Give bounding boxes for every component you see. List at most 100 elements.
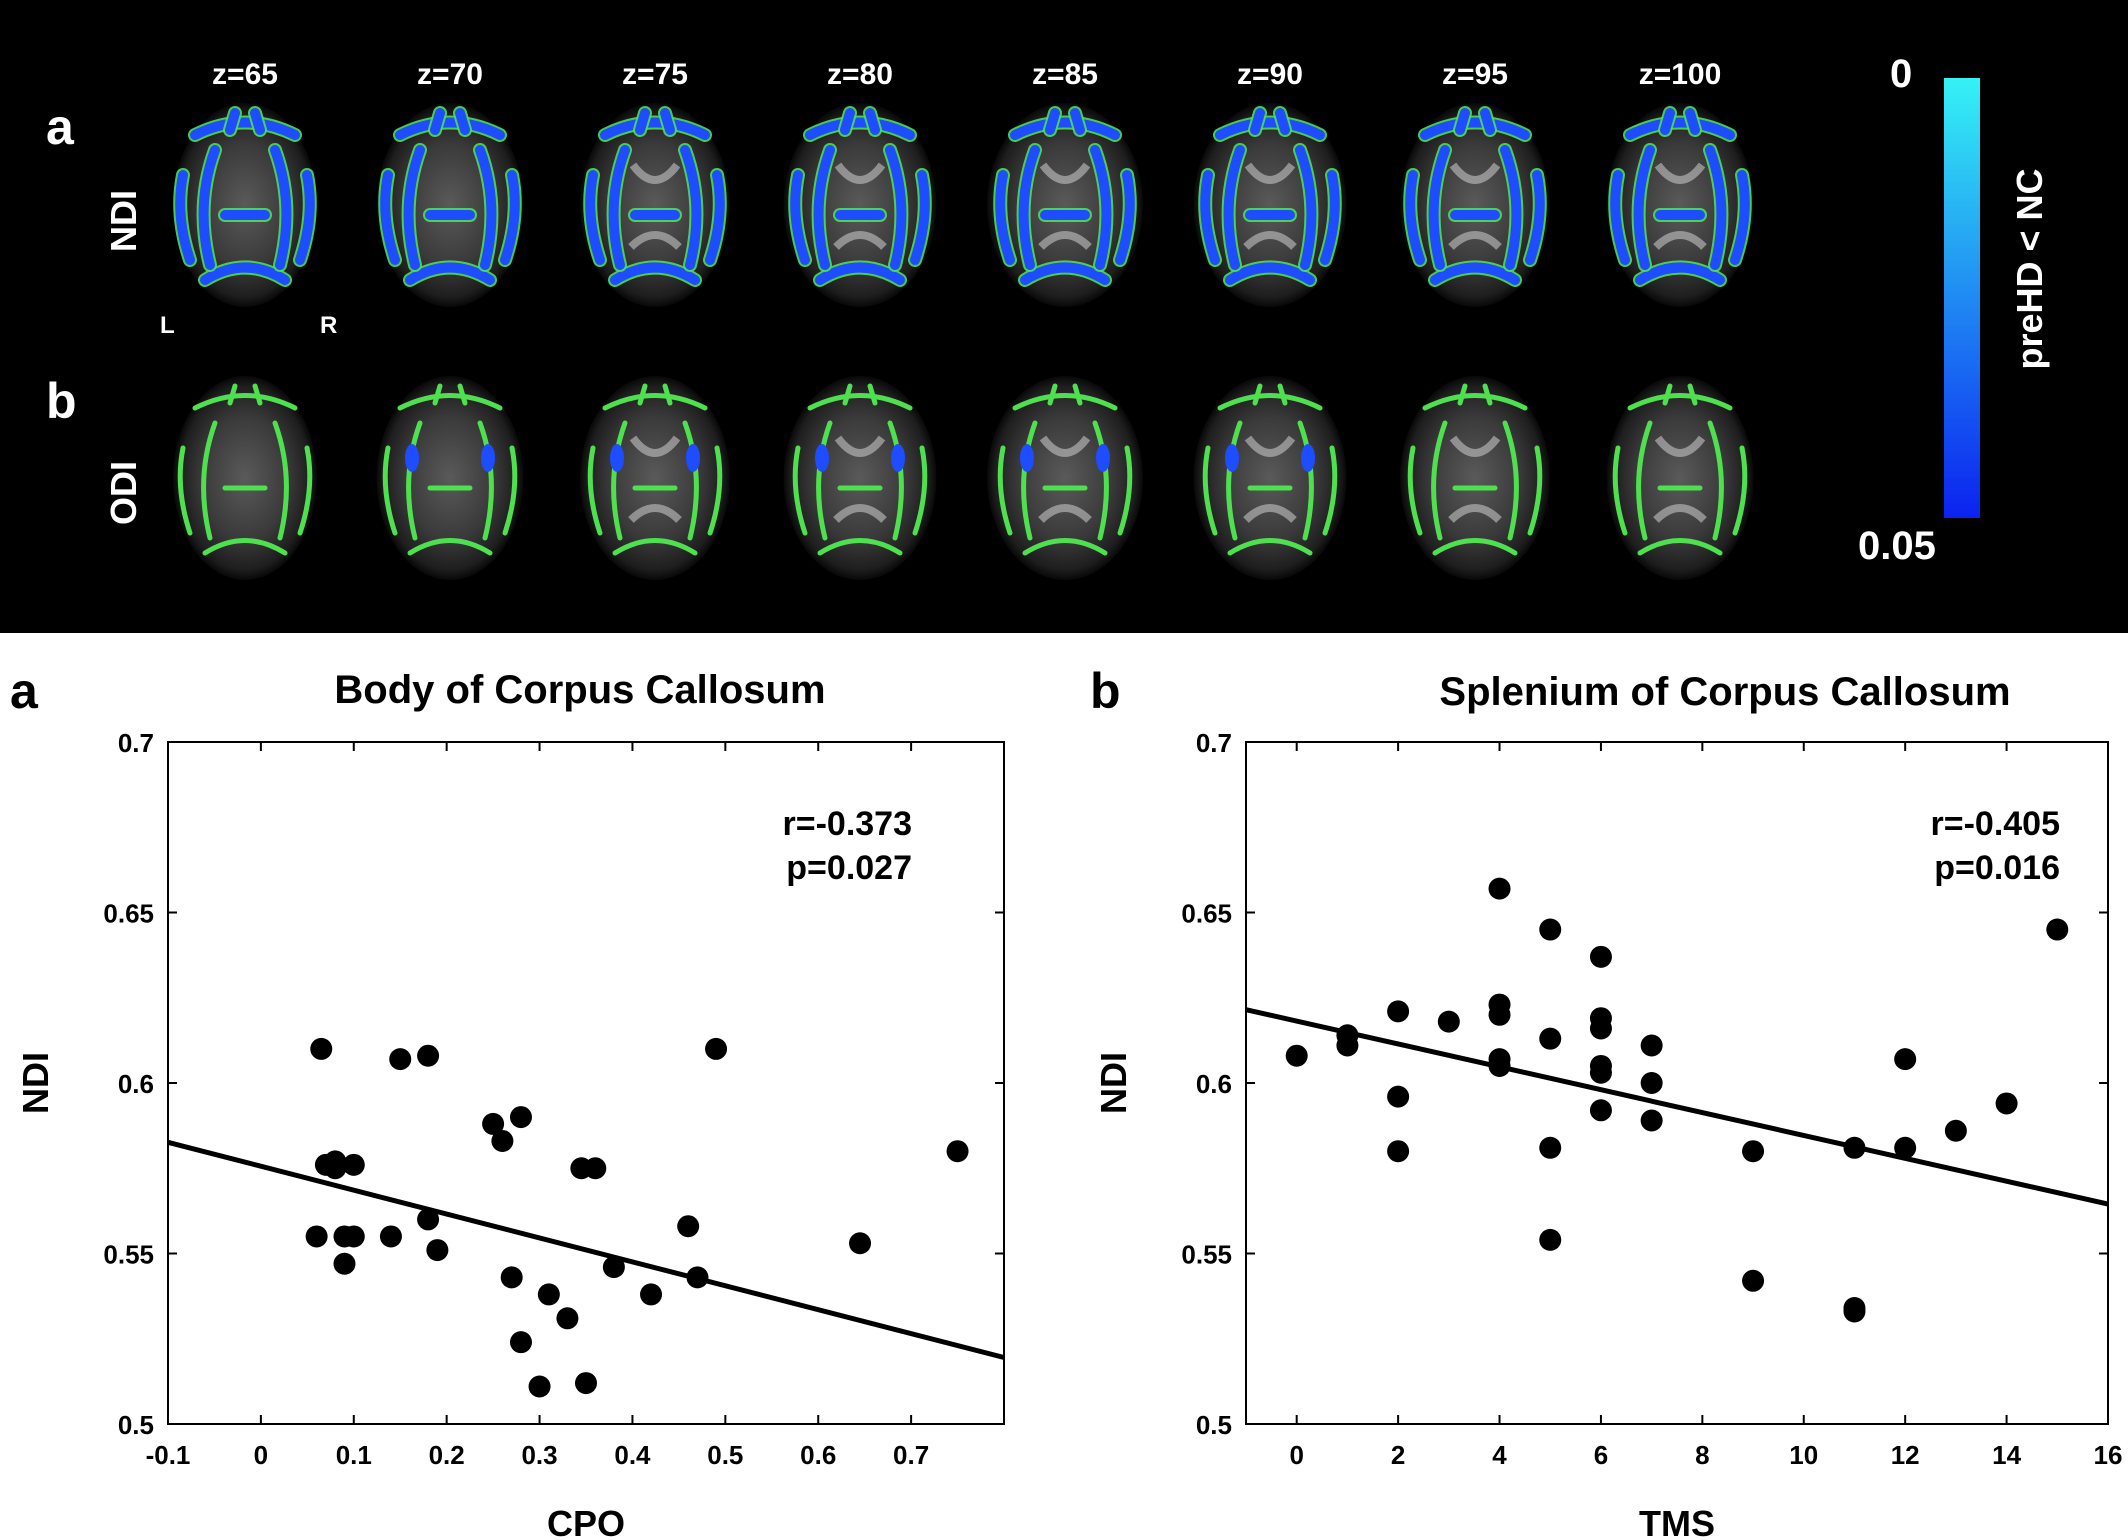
data-point: [946, 1140, 969, 1163]
data-point: [389, 1048, 412, 1071]
tract: [225, 108, 240, 135]
plot-frame: [1245, 741, 2109, 1425]
tract: [430, 108, 445, 135]
data-point: [686, 1266, 709, 1289]
data-point: [1843, 1136, 1866, 1159]
tract: [637, 383, 648, 406]
brain-outline: [987, 376, 1143, 580]
data-point: [602, 1256, 625, 1279]
data-point: [324, 1150, 347, 1173]
data-point: [1488, 877, 1511, 900]
x-tick-label: 0.1: [336, 1440, 372, 1470]
data-point: [500, 1266, 523, 1289]
tract: [1405, 170, 1425, 265]
data-point: [1589, 1061, 1612, 1084]
y-tick-label: 0.6: [1196, 1069, 1232, 1099]
tract: [608, 145, 630, 270]
tract: [201, 420, 218, 541]
tract: [1610, 170, 1630, 265]
tract: [1020, 262, 1110, 285]
stats-label: p=0.016: [1934, 849, 2060, 887]
tract: [1275, 108, 1290, 135]
data-point: [417, 1044, 440, 1067]
data-point: [379, 1225, 402, 1248]
tract: [1047, 383, 1058, 406]
plot-b-title: Splenium of Corpus Callosum: [1439, 670, 2011, 714]
y-axis-label: NDI: [1093, 1052, 1134, 1114]
tract: [682, 420, 699, 541]
tract: [475, 145, 497, 270]
data-point: [1589, 1054, 1612, 1077]
tract: [175, 170, 195, 265]
data-point: [1488, 1003, 1511, 1026]
brain-outline: [580, 376, 730, 580]
tract: [252, 383, 263, 406]
x-tick-label: 0.3: [521, 1440, 557, 1470]
data-point: [1944, 1119, 1967, 1142]
data-point: [528, 1375, 551, 1398]
tract: [1070, 108, 1085, 135]
tract: [1431, 420, 1448, 541]
colorbar-title: preHD < NC: [2009, 168, 2050, 370]
ventricle: [833, 435, 887, 523]
data-point: [1742, 1140, 1765, 1163]
data-point: [1539, 918, 1562, 941]
x-tick-label: 14: [1992, 1440, 2021, 1470]
tract: [1223, 145, 1245, 270]
brain-slice: [1400, 376, 1550, 580]
tract: [202, 538, 288, 556]
orientation-right-label: R: [320, 312, 338, 339]
data-point: [575, 1372, 597, 1395]
scatter-plot: -0.1 0 0.1 0.2 0.3 0.4 0.5 0.6 0.7 0.5 0.55 0.6 0.65…: [15, 728, 1005, 1540]
signif-blob: [1020, 444, 1034, 472]
tract: [1407, 445, 1423, 536]
tract: [1420, 117, 1530, 140]
x-tick-label: 10: [1789, 1440, 1818, 1470]
data-point: [417, 1208, 440, 1231]
tract: [1226, 420, 1243, 541]
tract: [602, 393, 708, 411]
tract: [1685, 108, 1700, 135]
orientation-left-label: L: [160, 312, 175, 339]
brain-slice: [987, 103, 1143, 307]
tract: [190, 117, 300, 140]
data-point: [333, 1252, 356, 1275]
tract: [817, 538, 903, 556]
x-tick-label: 0.2: [429, 1440, 465, 1470]
ventricle: [1653, 162, 1707, 250]
x-tick-label: 6: [1594, 1440, 1608, 1470]
x-tick-label: 0: [1289, 1440, 1303, 1470]
tract: [1500, 145, 1522, 270]
tract: [295, 170, 315, 265]
tract: [380, 170, 400, 265]
data-point: [491, 1129, 514, 1152]
tract: [502, 445, 518, 536]
tract: [611, 420, 628, 541]
y-tick-label: 0.5: [1196, 1410, 1232, 1440]
x-tick-label: 0.6: [800, 1440, 836, 1470]
ventricle: [628, 435, 682, 523]
tract: [807, 393, 913, 411]
data-point: [1589, 1017, 1612, 1040]
data-point: [1843, 1297, 1866, 1320]
data-point: [1539, 1027, 1562, 1050]
tract: [1320, 170, 1340, 265]
tract: [407, 538, 493, 556]
slice-label: z=90: [1237, 58, 1303, 91]
brain-slice: [376, 376, 524, 580]
data-point: [1589, 1099, 1612, 1122]
tract: [1635, 262, 1725, 285]
data-point: [1285, 1044, 1308, 1067]
data-point: [1336, 1024, 1359, 1047]
tract: [587, 445, 603, 536]
data-point: [1640, 1072, 1663, 1094]
stats-label: p=0.027: [786, 849, 912, 887]
tract: [1021, 420, 1038, 541]
plot-frame: [167, 741, 1005, 1425]
signif-blob: [815, 444, 829, 472]
tract: [610, 262, 700, 285]
brain-slice: [1400, 103, 1550, 307]
y-tick-label: 0.7: [118, 728, 154, 758]
slice-label: z=85: [1032, 58, 1098, 91]
tract: [1633, 145, 1655, 270]
